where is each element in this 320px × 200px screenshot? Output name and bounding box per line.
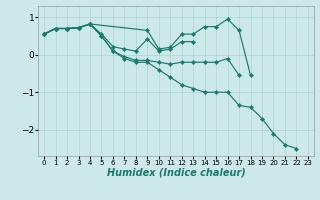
X-axis label: Humidex (Indice chaleur): Humidex (Indice chaleur)	[107, 168, 245, 178]
